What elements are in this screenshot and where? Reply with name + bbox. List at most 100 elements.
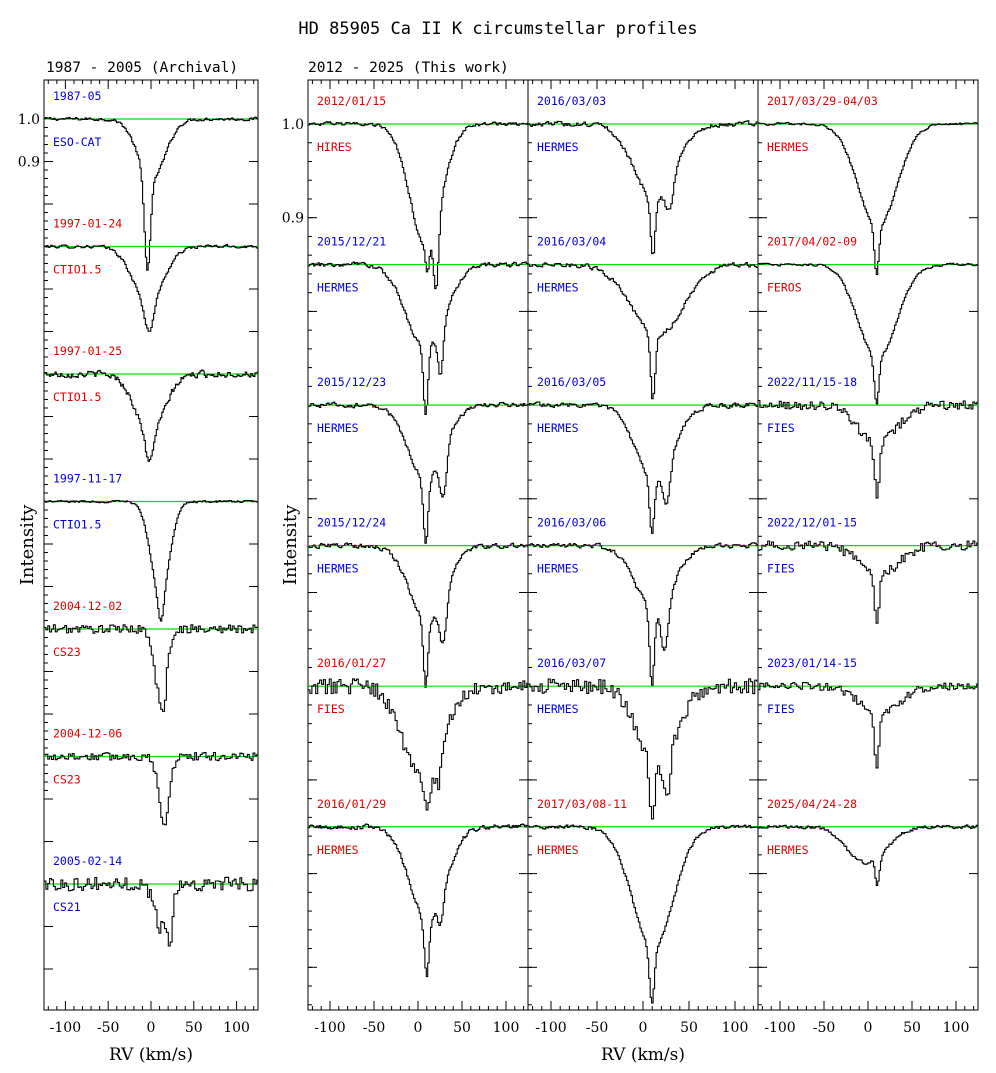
archival-spectrum: 2004-12-02 CS23 (44, 599, 258, 712)
this-work-column-3-xtick-label: -50 (813, 1020, 836, 1036)
spectrum-line (758, 399, 978, 499)
spectrum-instrument-label: FIES (767, 421, 795, 435)
spectrum-date-label: 2016/01/27 (317, 656, 386, 670)
this-work-panel-header: 2012 - 2025 (This work) (308, 60, 509, 76)
spectrum-date-label: 2025/04/24-28 (767, 797, 857, 811)
spectrum-date-label: 2016/03/06 (537, 516, 606, 530)
spectrum-line (44, 369, 259, 462)
spectrum-line (308, 401, 529, 544)
spectrum-line (758, 824, 979, 886)
spectrum-instrument-label: HERMES (537, 562, 579, 576)
spectrum-date-label: 2023/01/14-15 (767, 656, 857, 670)
spectrum-line (308, 678, 528, 811)
spectrum-date-label: 2016/03/03 (537, 94, 606, 108)
spectrum-date-label: 2022/11/15-18 (767, 375, 857, 389)
this-work-column-2-spectrum: 2016/03/05 HERMES (528, 375, 759, 534)
spectrum-instrument-label: HERMES (537, 843, 579, 857)
this-work-column-3-spectrum: 2023/01/14-15 FIES (758, 656, 978, 769)
spectrum-instrument-label: HERMES (317, 281, 359, 295)
spectrum-date-label: 2017/04/02-09 (767, 235, 857, 249)
this-work-column-1-xtick-label: -100 (314, 1020, 345, 1036)
archival-panel-xtick-label: 100 (223, 1020, 250, 1036)
this-work-column-2-spectrum: 2016/03/03 HERMES (528, 94, 759, 255)
spectrum-line (308, 823, 529, 978)
spectrum-instrument-label: HERMES (767, 843, 809, 857)
this-work-column-1-xtick-label: -50 (363, 1020, 386, 1036)
chart-title: HD 85905 Ca II K circumstellar profiles (298, 19, 697, 39)
this-work-column-3-xtick-label: 100 (943, 1020, 970, 1036)
spectrum-line (758, 121, 979, 275)
spectrum-date-label: 2016/01/29 (317, 797, 386, 811)
this-work-column-2-xtick-label: -100 (535, 1020, 566, 1036)
spectrum-instrument-label: HERMES (537, 140, 579, 154)
spectrum-instrument-label: ESO-CAT (53, 135, 102, 149)
this-work-column-3-xtick-label: -100 (764, 1020, 795, 1036)
this-work-column-1-ytick-label: 0.9 (282, 211, 304, 227)
spectrum-date-label: 1987-05 (53, 89, 101, 103)
spectrum-date-label: 1997-11-17 (53, 472, 122, 486)
spectrum-instrument-label: HERMES (767, 140, 809, 154)
spectrum-date-label: 2022/12/01-15 (767, 516, 857, 530)
this-work-column-3-xtick-label: 0 (864, 1020, 873, 1036)
spectrum-instrument-label: FIES (317, 702, 345, 716)
spectrum-line (528, 542, 759, 686)
spectrum-line (758, 262, 979, 405)
this-work-column-2-xtick-label: 0 (639, 1020, 648, 1036)
spectrum-instrument-label: HERMES (317, 562, 359, 576)
archival-panel-xtick-label: -50 (97, 1020, 120, 1036)
archival-spectrum: 1997-01-25 CTIO1.5 (44, 344, 259, 462)
this-work-column-1-ytick-label: 1.0 (282, 117, 304, 133)
spectrum-line (44, 499, 259, 622)
this-work-column-1-spectrum: 2016/01/29 HERMES (308, 797, 529, 978)
this-work-column-1-spectrum: 2015/12/21 HERMES (308, 235, 529, 416)
spectrum-date-label: 2015/12/21 (317, 235, 386, 249)
archival-spectrum: 2004-12-06 CS23 (44, 727, 258, 826)
spectrum-line (758, 682, 978, 769)
this-work-column-3-spectrum: 2022/12/01-15 FIES (758, 516, 978, 624)
spectrum-date-label: 2017/03/29-04/03 (767, 94, 878, 108)
spectrum-instrument-label: FIES (767, 562, 795, 576)
spectrum-line (528, 401, 759, 534)
this-work-panel-xlabel: RV (km/s) (601, 1045, 685, 1065)
this-work-column-3-spectrum: 2022/11/15-18 FIES (758, 375, 978, 499)
this-work-column-3-frame (757, 79, 979, 1011)
archival-spectrum: 1997-01-24 CTIO1.5 (44, 217, 259, 332)
archival-spectrum: 2005-02-14 CS21 (44, 854, 258, 947)
spectrum-line (308, 542, 529, 688)
spectrum-date-label: 2016/03/04 (537, 235, 606, 249)
this-work-column-2-spectrum: 2016/03/06 HERMES (528, 516, 759, 686)
spectrum-line (44, 876, 258, 947)
spectrum-line (44, 244, 259, 332)
spectrum-line (44, 624, 258, 712)
this-work-column-3-xtick-label: 50 (903, 1020, 921, 1036)
archival-panel-ytick-label: 0.9 (18, 155, 40, 171)
this-work-column-2-spectrum: 2016/03/04 HERMES (528, 235, 759, 400)
spectrum-date-label: 2016/03/07 (537, 656, 606, 670)
spectrum-date-label: 1997-01-25 (53, 344, 122, 358)
this-work-column-1-xtick-label: 50 (453, 1020, 471, 1036)
spectrum-instrument-label: CTIO1.5 (53, 263, 101, 277)
this-work-column-2-xtick-label: -50 (586, 1020, 609, 1036)
this-work-column-3-spectrum: 2017/04/02-09 FEROS (758, 235, 979, 405)
spectrum-instrument-label: HIRES (317, 140, 352, 154)
archival-spectrum: 1987-05 ESO-CAT (44, 89, 259, 271)
spectrum-line (758, 540, 978, 624)
this-work-column-2-xtick-label: 100 (722, 1020, 749, 1036)
spectrum-line (308, 121, 529, 290)
archival-panel-xlabel: RV (km/s) (109, 1045, 193, 1065)
spectrum-date-label: 2017/03/08-11 (537, 797, 627, 811)
archival-panel-header: 1987 - 2005 (Archival) (46, 60, 238, 76)
this-work-column-1-spectrum: 2012/01/15 HIRES (308, 94, 529, 290)
spectrum-date-label: 2015/12/24 (317, 516, 386, 530)
spectrum-instrument-label: CS23 (53, 773, 81, 787)
spectrum-date-label: 2004-12-02 (53, 599, 122, 613)
this-work-column-1-spectrum: 2015/12/23 HERMES (308, 375, 529, 544)
spectrum-line (44, 116, 259, 271)
this-work-column-2-spectrum: 2017/03/08-11 HERMES (528, 797, 759, 1004)
spectrum-line (528, 678, 758, 820)
spectrum-instrument-label: HERMES (317, 843, 359, 857)
this-work-column-1-xtick-label: 100 (493, 1020, 520, 1036)
archival-panel-xtick-label: 50 (185, 1020, 203, 1036)
this-work-column-1-xtick-label: 0 (414, 1020, 423, 1036)
